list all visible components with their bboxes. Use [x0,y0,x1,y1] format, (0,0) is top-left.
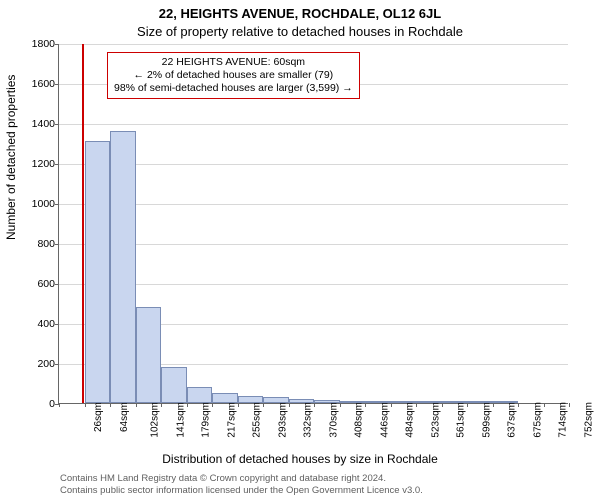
ytick-label: 1000 [23,198,55,210]
xtick-mark [59,403,60,407]
histogram-bar [391,401,417,403]
y-axis-label: Number of detached properties [4,75,18,240]
xtick-mark [365,403,366,407]
histogram-bar [340,401,366,403]
histogram-bar [416,401,442,403]
xtick-label: 179sqm [201,402,212,438]
histogram-bar [85,141,111,403]
ytick-label: 600 [23,278,55,290]
x-axis-label: Distribution of detached houses by size … [0,452,600,466]
xtick-mark [263,403,264,407]
ytick-mark [55,244,59,245]
ytick-label: 1600 [23,78,55,90]
gridline [59,44,568,45]
ytick-mark [55,124,59,125]
xtick-label: 484sqm [405,402,416,438]
xtick-label: 141sqm [175,402,186,438]
xtick-mark [391,403,392,407]
xtick-label: 217sqm [226,402,237,438]
xtick-mark [442,403,443,407]
ytick-label: 1400 [23,118,55,130]
xtick-mark [314,403,315,407]
xtick-mark [416,403,417,407]
xtick-label: 637sqm [507,402,518,438]
annotation-box: 22 HEIGHTS AVENUE: 60sqm← 2% of detached… [107,52,360,99]
xtick-mark [161,403,162,407]
ytick-label: 0 [23,398,55,410]
ytick-label: 1200 [23,158,55,170]
credit-line-1: Contains HM Land Registry data © Crown c… [60,473,386,484]
xtick-label: 293sqm [277,402,288,438]
ytick-mark [55,284,59,285]
xtick-mark [238,403,239,407]
ytick-mark [55,204,59,205]
histogram-bar [238,396,264,403]
histogram-bar [212,393,238,403]
histogram-bar [136,307,162,403]
xtick-label: 408sqm [354,402,365,438]
xtick-label: 599sqm [481,402,492,438]
xtick-mark [544,403,545,407]
marker-line [82,44,84,403]
ytick-label: 1800 [23,38,55,50]
xtick-mark [110,403,111,407]
histogram-bar [263,397,289,403]
xtick-mark [340,403,341,407]
ytick-mark [55,364,59,365]
ytick-mark [55,84,59,85]
xtick-mark [569,403,570,407]
xtick-label: 64sqm [119,402,130,432]
ytick-label: 800 [23,238,55,250]
xtick-label: 332sqm [303,402,314,438]
ytick-mark [55,44,59,45]
xtick-label: 370sqm [328,402,339,438]
xtick-label: 752sqm [583,402,594,438]
chart-title-sub: Size of property relative to detached ho… [0,24,600,39]
xtick-mark [289,403,290,407]
histogram-bar [493,401,519,403]
xtick-label: 102sqm [150,402,161,438]
histogram-bar [187,387,213,403]
xtick-label: 446sqm [379,402,390,438]
histogram-bar [365,401,391,403]
histogram-bar [161,367,187,403]
annotation-line: 98% of semi-detached houses are larger (… [114,82,353,95]
ytick-mark [55,164,59,165]
annotation-line: 22 HEIGHTS AVENUE: 60sqm [114,56,353,69]
xtick-label: 26sqm [93,402,104,432]
xtick-mark [212,403,213,407]
xtick-mark [85,403,86,407]
credit-line-2: Contains public sector information licen… [60,485,423,496]
histogram-bar [467,401,493,403]
xtick-mark [518,403,519,407]
histogram-bar [110,131,136,403]
xtick-mark [136,403,137,407]
ytick-label: 400 [23,318,55,330]
xtick-label: 255sqm [252,402,263,438]
ytick-label: 200 [23,358,55,370]
xtick-label: 675sqm [532,402,543,438]
gridline [59,124,568,125]
xtick-label: 523sqm [430,402,441,438]
xtick-mark [187,403,188,407]
histogram-bar [314,400,340,403]
xtick-mark [467,403,468,407]
chart-title-main: 22, HEIGHTS AVENUE, ROCHDALE, OL12 6JL [0,6,600,21]
ytick-mark [55,324,59,325]
xtick-label: 561sqm [456,402,467,438]
annotation-line: ← 2% of detached houses are smaller (79) [114,69,353,82]
xtick-label: 714sqm [558,402,569,438]
plot-area: 02004006008001000120014001600180026sqm64… [58,44,568,404]
histogram-bar [442,401,468,403]
histogram-bar [289,399,315,403]
xtick-mark [493,403,494,407]
